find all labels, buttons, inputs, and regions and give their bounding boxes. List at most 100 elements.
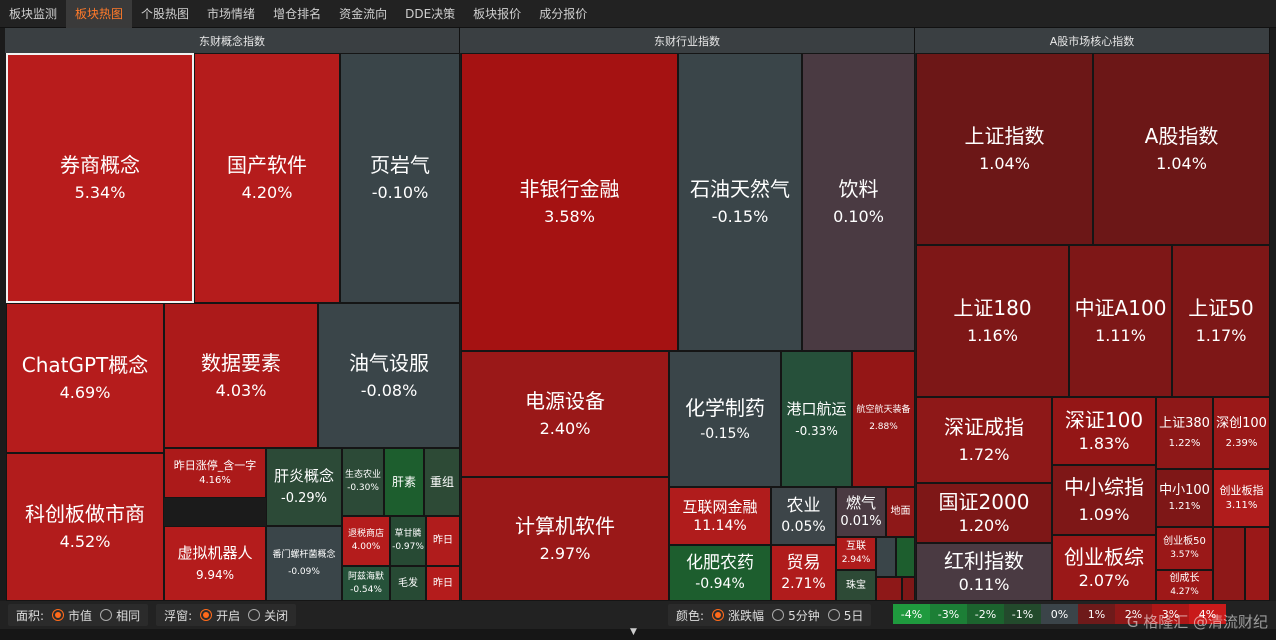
tab-stock-heatmap[interactable]: 个股热图 [141, 6, 190, 21]
industry-tile[interactable]: 港口航运 -0.33% [781, 351, 852, 487]
color-change-radio[interactable] [712, 609, 725, 621]
concept-tile[interactable]: 退税商店 4.00% [342, 516, 390, 566]
core-index-tile[interactable]: 深证成指 1.72% [916, 397, 1052, 483]
industry-tile[interactable]: 化肥农药 -0.94% [669, 545, 771, 601]
color-5day-radio[interactable] [827, 609, 840, 621]
concept-tile[interactable]: 页岩气 -0.10% [340, 53, 460, 303]
core-index-tile[interactable]: 上证指数 1.04% [916, 53, 1093, 245]
concept-tile[interactable]: 科创板做市商 4.52% [6, 453, 164, 601]
industry-tile[interactable]: 互联网金融 11.14% [669, 487, 771, 545]
concept-tile[interactable]: 阿兹海默 -0.54% [342, 566, 390, 601]
industry-tile[interactable]: 燃气 0.01% [836, 487, 886, 537]
industry-tile[interactable]: 农业 0.05% [771, 487, 836, 545]
color-5min-radio[interactable] [772, 609, 785, 621]
area-market-cap-label[interactable]: 市值 [68, 608, 93, 623]
core-index-tile[interactable]: 创业板指 3.11% [1213, 469, 1270, 527]
core-index-tile[interactable]: 国证2000 1.20% [916, 483, 1052, 543]
concept-tile[interactable]: 生态农业 -0.30% [342, 448, 384, 516]
tab-sector-monitor[interactable]: 板块监测 [9, 6, 58, 21]
core-index-tile[interactable]: A股指数 1.04% [1093, 53, 1270, 245]
tile-name: 石油天然气 [690, 177, 790, 202]
core-index-tile[interactable]: 中小100 1.21% [1156, 469, 1213, 527]
concept-tile[interactable]: 券商概念 5.34% [6, 53, 194, 303]
tab-dde[interactable]: DDE决策 [405, 6, 456, 21]
concept-tile[interactable]: 昨日 [426, 566, 460, 601]
industry-tile[interactable]: 珠宝 [836, 570, 876, 601]
industry-tile[interactable]: 互联 2.94% [836, 537, 876, 570]
industry-tile[interactable]: 贸易 2.71% [771, 545, 836, 601]
industry-tile[interactable]: 石油天然气 -0.15% [678, 53, 802, 351]
concept-section-title: 东财概念指数 [5, 28, 460, 53]
unlabeled-tile[interactable] [876, 537, 896, 577]
tile-name: 毛发 [398, 577, 418, 589]
industry-tile[interactable]: 计算机软件 2.97% [461, 477, 669, 601]
tile-name: 中小综指 [1064, 475, 1144, 500]
tile-change: 0.10% [833, 207, 884, 227]
color-5day-label[interactable]: 5日 [843, 608, 864, 623]
legend-swatch: -2% [967, 604, 1004, 624]
float-on-radio[interactable] [200, 609, 213, 621]
concept-tile[interactable]: 肝炎概念 -0.29% [266, 448, 342, 526]
unlabeled-tile[interactable] [1213, 527, 1245, 601]
industry-tile[interactable]: 地面 [886, 487, 915, 537]
industry-tile[interactable]: 电源设备 2.40% [461, 351, 669, 477]
float-off-radio[interactable] [248, 609, 261, 621]
concept-tile[interactable]: 草甘膦 -0.97% [390, 516, 426, 566]
core-index-tile[interactable]: 中小综指 1.09% [1052, 465, 1156, 535]
concept-tile[interactable]: 毛发 [390, 566, 426, 601]
area-equal-radio[interactable] [100, 609, 113, 621]
unlabeled-tile[interactable] [896, 537, 915, 577]
tile-change: -0.54% [350, 584, 382, 595]
unlabeled-tile[interactable] [876, 577, 902, 601]
tab-position-ranking[interactable]: 增仓排名 [273, 6, 322, 21]
tab-sector-quote[interactable]: 板块报价 [473, 6, 522, 21]
area-equal-label[interactable]: 相同 [116, 608, 141, 623]
unlabeled-tile[interactable] [902, 577, 915, 601]
concept-tile[interactable]: 油气设服 -0.08% [318, 303, 460, 448]
tab-market-sentiment[interactable]: 市场情绪 [207, 6, 256, 21]
area-market-cap-radio[interactable] [52, 609, 65, 621]
float-on-label[interactable]: 开启 [216, 608, 241, 623]
concept-tile[interactable]: 虚拟机器人 9.94% [164, 526, 266, 601]
tab-bar: 板块监测 板块热图 个股热图 市场情绪 增仓排名 资金流向 DDE决策 板块报价… [0, 0, 1276, 28]
concept-tile[interactable]: 昨日涨停_含一字 4.16% [164, 448, 266, 498]
tile-change: -0.09% [288, 566, 320, 577]
core-index-tile[interactable]: 中证A100 1.11% [1069, 245, 1172, 397]
industry-tile[interactable]: 化学制药 -0.15% [669, 351, 781, 487]
industry-tile[interactable]: 饮料 0.10% [802, 53, 915, 351]
collapse-arrow-icon[interactable]: ▼ [630, 627, 637, 637]
core-index-tile[interactable]: 红利指数 0.11% [916, 543, 1052, 601]
core-index-tile[interactable]: 深创100 2.39% [1213, 397, 1270, 469]
tile-name: 深证成指 [944, 415, 1024, 440]
concept-tile[interactable]: 数据要素 4.03% [164, 303, 318, 448]
tab-sector-heatmap[interactable]: 板块热图 [66, 0, 133, 28]
concept-tile[interactable]: 肝素 [384, 448, 424, 516]
color-change-label[interactable]: 涨跌幅 [728, 608, 765, 623]
tab-fund-flow[interactable]: 资金流向 [339, 6, 388, 21]
core-index-tile[interactable]: 上证50 1.17% [1172, 245, 1270, 397]
concept-tile[interactable]: ChatGPT概念 4.69% [6, 303, 164, 453]
core-index-tile[interactable]: 创成长 4.27% [1156, 570, 1213, 601]
core-index-tile[interactable]: 创业板50 3.57% [1156, 527, 1213, 570]
tile-name: 创成长 [1169, 573, 1200, 585]
color-5min-label[interactable]: 5分钟 [788, 608, 820, 623]
core-index-tile[interactable]: 创业板综 2.07% [1052, 535, 1156, 601]
float-label: 浮窗: [164, 608, 193, 623]
concept-tile[interactable]: 番门螺杆菌概念 -0.09% [266, 526, 342, 601]
core-index-tile[interactable]: 上证180 1.16% [916, 245, 1069, 397]
concept-tile[interactable]: 重组 [424, 448, 460, 516]
core-index-tile[interactable]: 深证100 1.83% [1052, 397, 1156, 465]
concept-tile[interactable]: 国产软件 4.20% [194, 53, 340, 303]
unlabeled-tile[interactable] [1245, 527, 1270, 601]
core-index-tile[interactable]: 上证380 1.22% [1156, 397, 1213, 469]
tile-name: 退税商店 [347, 529, 384, 540]
tab-component-quote[interactable]: 成分报价 [539, 6, 588, 21]
tile-name: 中证A100 [1074, 296, 1167, 321]
tile-change: -0.10% [371, 183, 429, 203]
tile-change: 4.69% [59, 383, 111, 403]
float-off-label[interactable]: 关闭 [264, 608, 289, 623]
industry-tile[interactable]: 航空航天装备 2.88% [852, 351, 915, 487]
industry-tile[interactable]: 非银行金融 3.58% [461, 53, 678, 351]
concept-tile[interactable]: 昨日 [426, 516, 460, 566]
tile-name: 页岩气 [370, 153, 430, 178]
